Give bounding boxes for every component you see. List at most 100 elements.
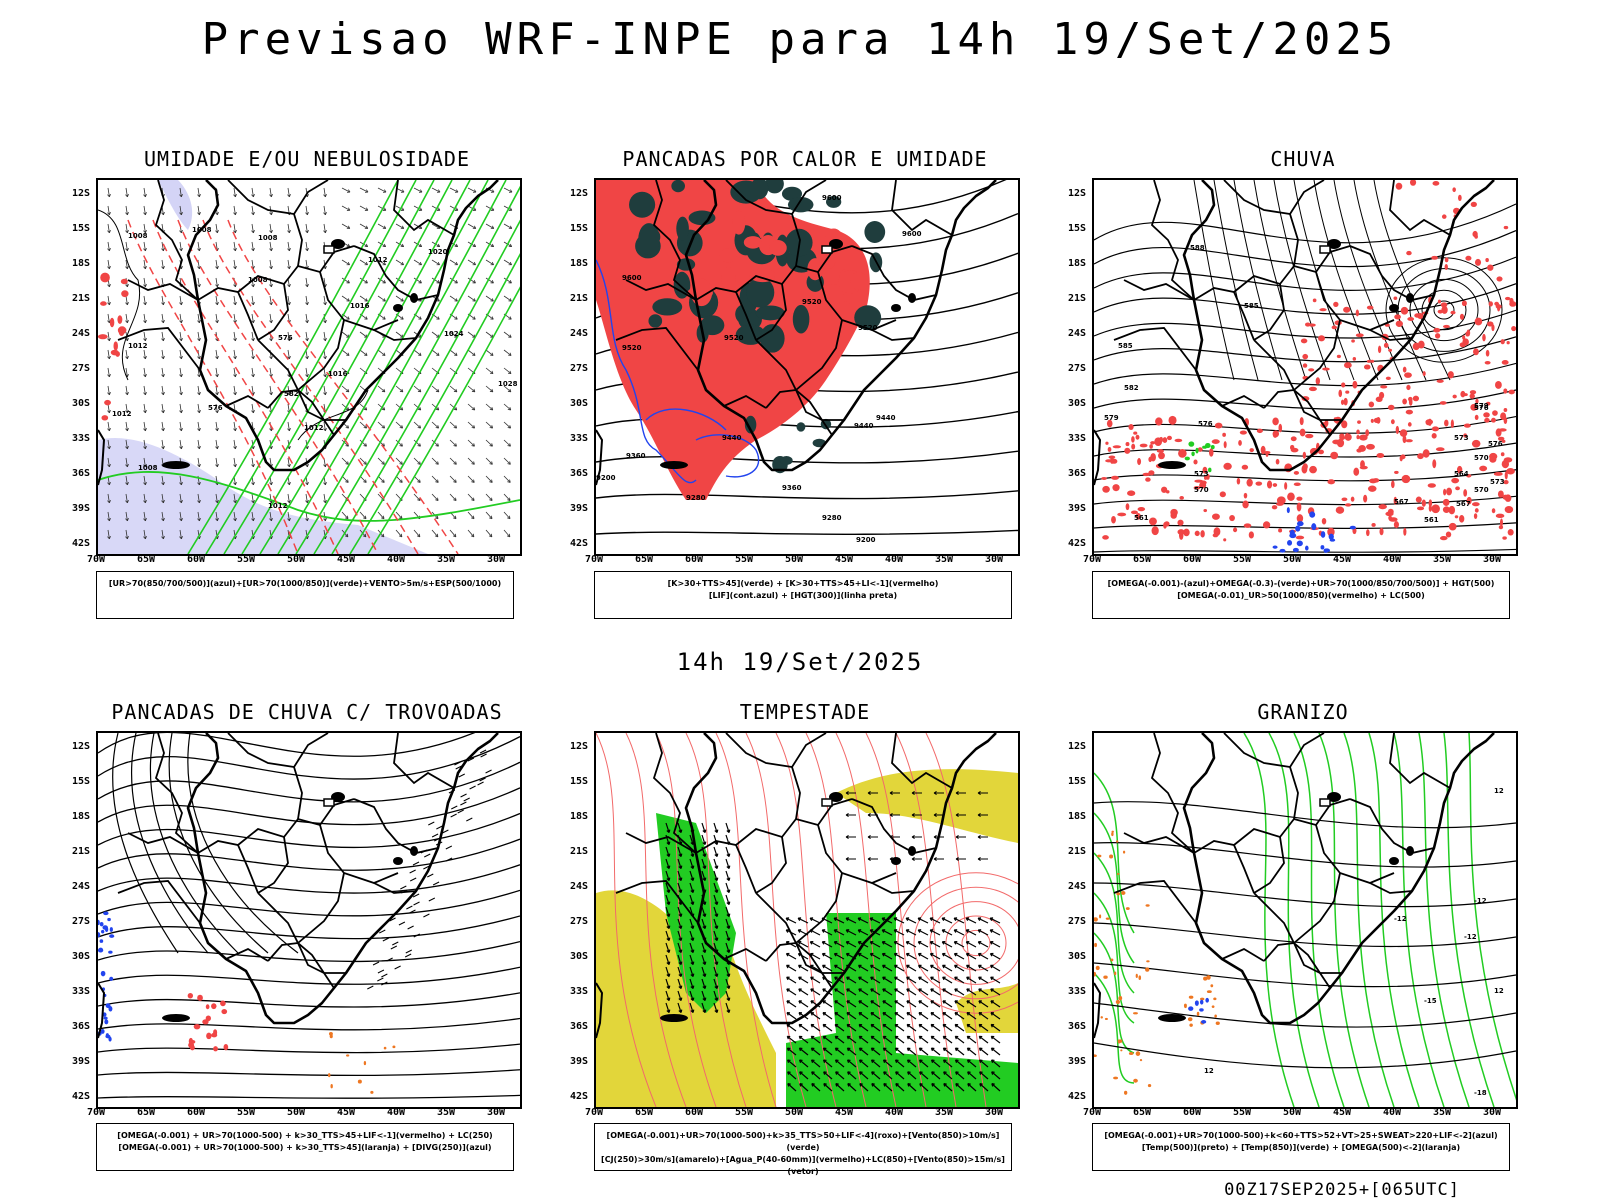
wind-vector-850-head [882,988,886,992]
wind-vector [215,259,218,269]
wind-vector [449,475,457,483]
country-border [652,733,697,854]
streamline-arrow [409,869,416,874]
forecast-map: -12 -12 -12 -15 12 12 12 -18 [1092,731,1518,1109]
wind-vector [503,277,512,284]
wind-vector-head [125,535,129,540]
streamline-250 [98,915,520,940]
wind-vector-head [417,443,421,447]
wind-vector-head [125,319,129,324]
wind-vector [323,529,326,539]
wind-vector-850-head [810,1059,815,1063]
omega-orange [1214,1014,1217,1018]
wind-vector-850 [990,941,1001,948]
wind-vector-850-head [847,1083,851,1087]
longitude-label: 30W [1482,1107,1502,1118]
wind-vector-850 [965,929,977,936]
red-rain-area [1290,444,1295,451]
wind-vector [413,385,422,393]
wind-vector-head [269,319,273,324]
wind-vector-head [418,352,422,356]
wind-vector [233,331,236,341]
country-border [1293,319,1341,391]
wind-vector-850-head [845,857,849,861]
country-border [795,872,843,944]
omega-orange [1103,975,1108,979]
wind-vector-850 [883,1083,893,1092]
red-rain-area [1406,250,1412,256]
teal-instability-area [825,195,842,208]
wind-vector-850-head [799,1083,803,1087]
omega-orange [1146,960,1150,963]
red-rain-area [1501,359,1509,365]
red-rain-area [1443,324,1450,329]
red-rain-area [1376,452,1385,459]
streamline-arrow [405,949,412,954]
streamline [1313,180,1379,381]
red-rain-area [1504,505,1514,514]
streamline [1253,180,1307,381]
panel-legend: [OMEGA(-0.001)+UR>70(1000-500)+k>35_TTS>… [594,1123,1012,1176]
red-rain-area [1233,527,1238,533]
wind-vector-850-head [690,997,695,1001]
wind-vector-850-head [953,917,958,922]
streamline-arrow [485,769,492,774]
wind-vector [287,529,290,539]
wind-vector [107,421,110,431]
wind-vector [431,529,439,538]
temp-label: -12 [1464,933,1477,941]
wind-vector-head [251,247,255,252]
red-rain-area [1504,471,1508,480]
wind-vector-850 [810,988,821,996]
wind-vector-850-head [714,973,719,977]
wind-vector-850 [990,976,1001,984]
wind-vector [323,493,326,503]
wind-vector-850-head [702,997,707,1001]
wind-vector [305,313,308,323]
red-rain-area [1499,518,1503,527]
wind-vector-850-head [690,865,695,869]
red-rain-area [1445,531,1452,538]
wind-vector-850 [689,918,694,929]
red-rain-area [1368,401,1375,408]
blue-rain-area [1289,529,1295,536]
longitude-label: 55W [236,1107,256,1118]
red-rain-area [1162,437,1168,444]
wind-vector [431,223,441,229]
wind-vector-850-head [978,964,982,969]
red-rain-area [1133,431,1138,435]
wind-vector [287,349,290,359]
teal-instability-area [759,324,785,353]
red-rain-area [1459,514,1465,523]
wind-vector-850-head [823,1083,827,1087]
streamline-arrow [406,905,413,910]
wind-vector-850-head [911,835,915,839]
wind-vector [215,529,218,539]
wind-vector-head [143,409,147,414]
red-rain-area [1507,529,1514,536]
wind-vector-head [215,409,219,414]
wind-vector [431,421,439,429]
wind-vector-head [364,280,368,284]
wind-vector-850-head [858,988,862,992]
blue-rain-area [1286,507,1290,514]
country-border [297,319,345,391]
wind-vector-head [179,445,183,450]
wind-vector-850 [954,964,965,972]
streamline-arrow [386,957,393,962]
wind-vector-head [161,247,165,252]
wind-vector-head [400,225,405,229]
omega-orange [1210,984,1214,988]
wind-vector-head [287,247,291,252]
red-rain-area [1353,467,1360,476]
wind-vector [233,493,236,503]
wind-vector-850 [979,1047,989,1056]
wind-vector-head [346,189,351,193]
coastline [1182,180,1495,472]
wind-vector-head [454,316,458,320]
wind-vector-head [215,445,219,450]
wind-vector-850 [787,1083,797,1092]
wind-vector-850 [919,1083,929,1092]
wind-vector [305,277,308,287]
wind-vector [161,241,164,251]
